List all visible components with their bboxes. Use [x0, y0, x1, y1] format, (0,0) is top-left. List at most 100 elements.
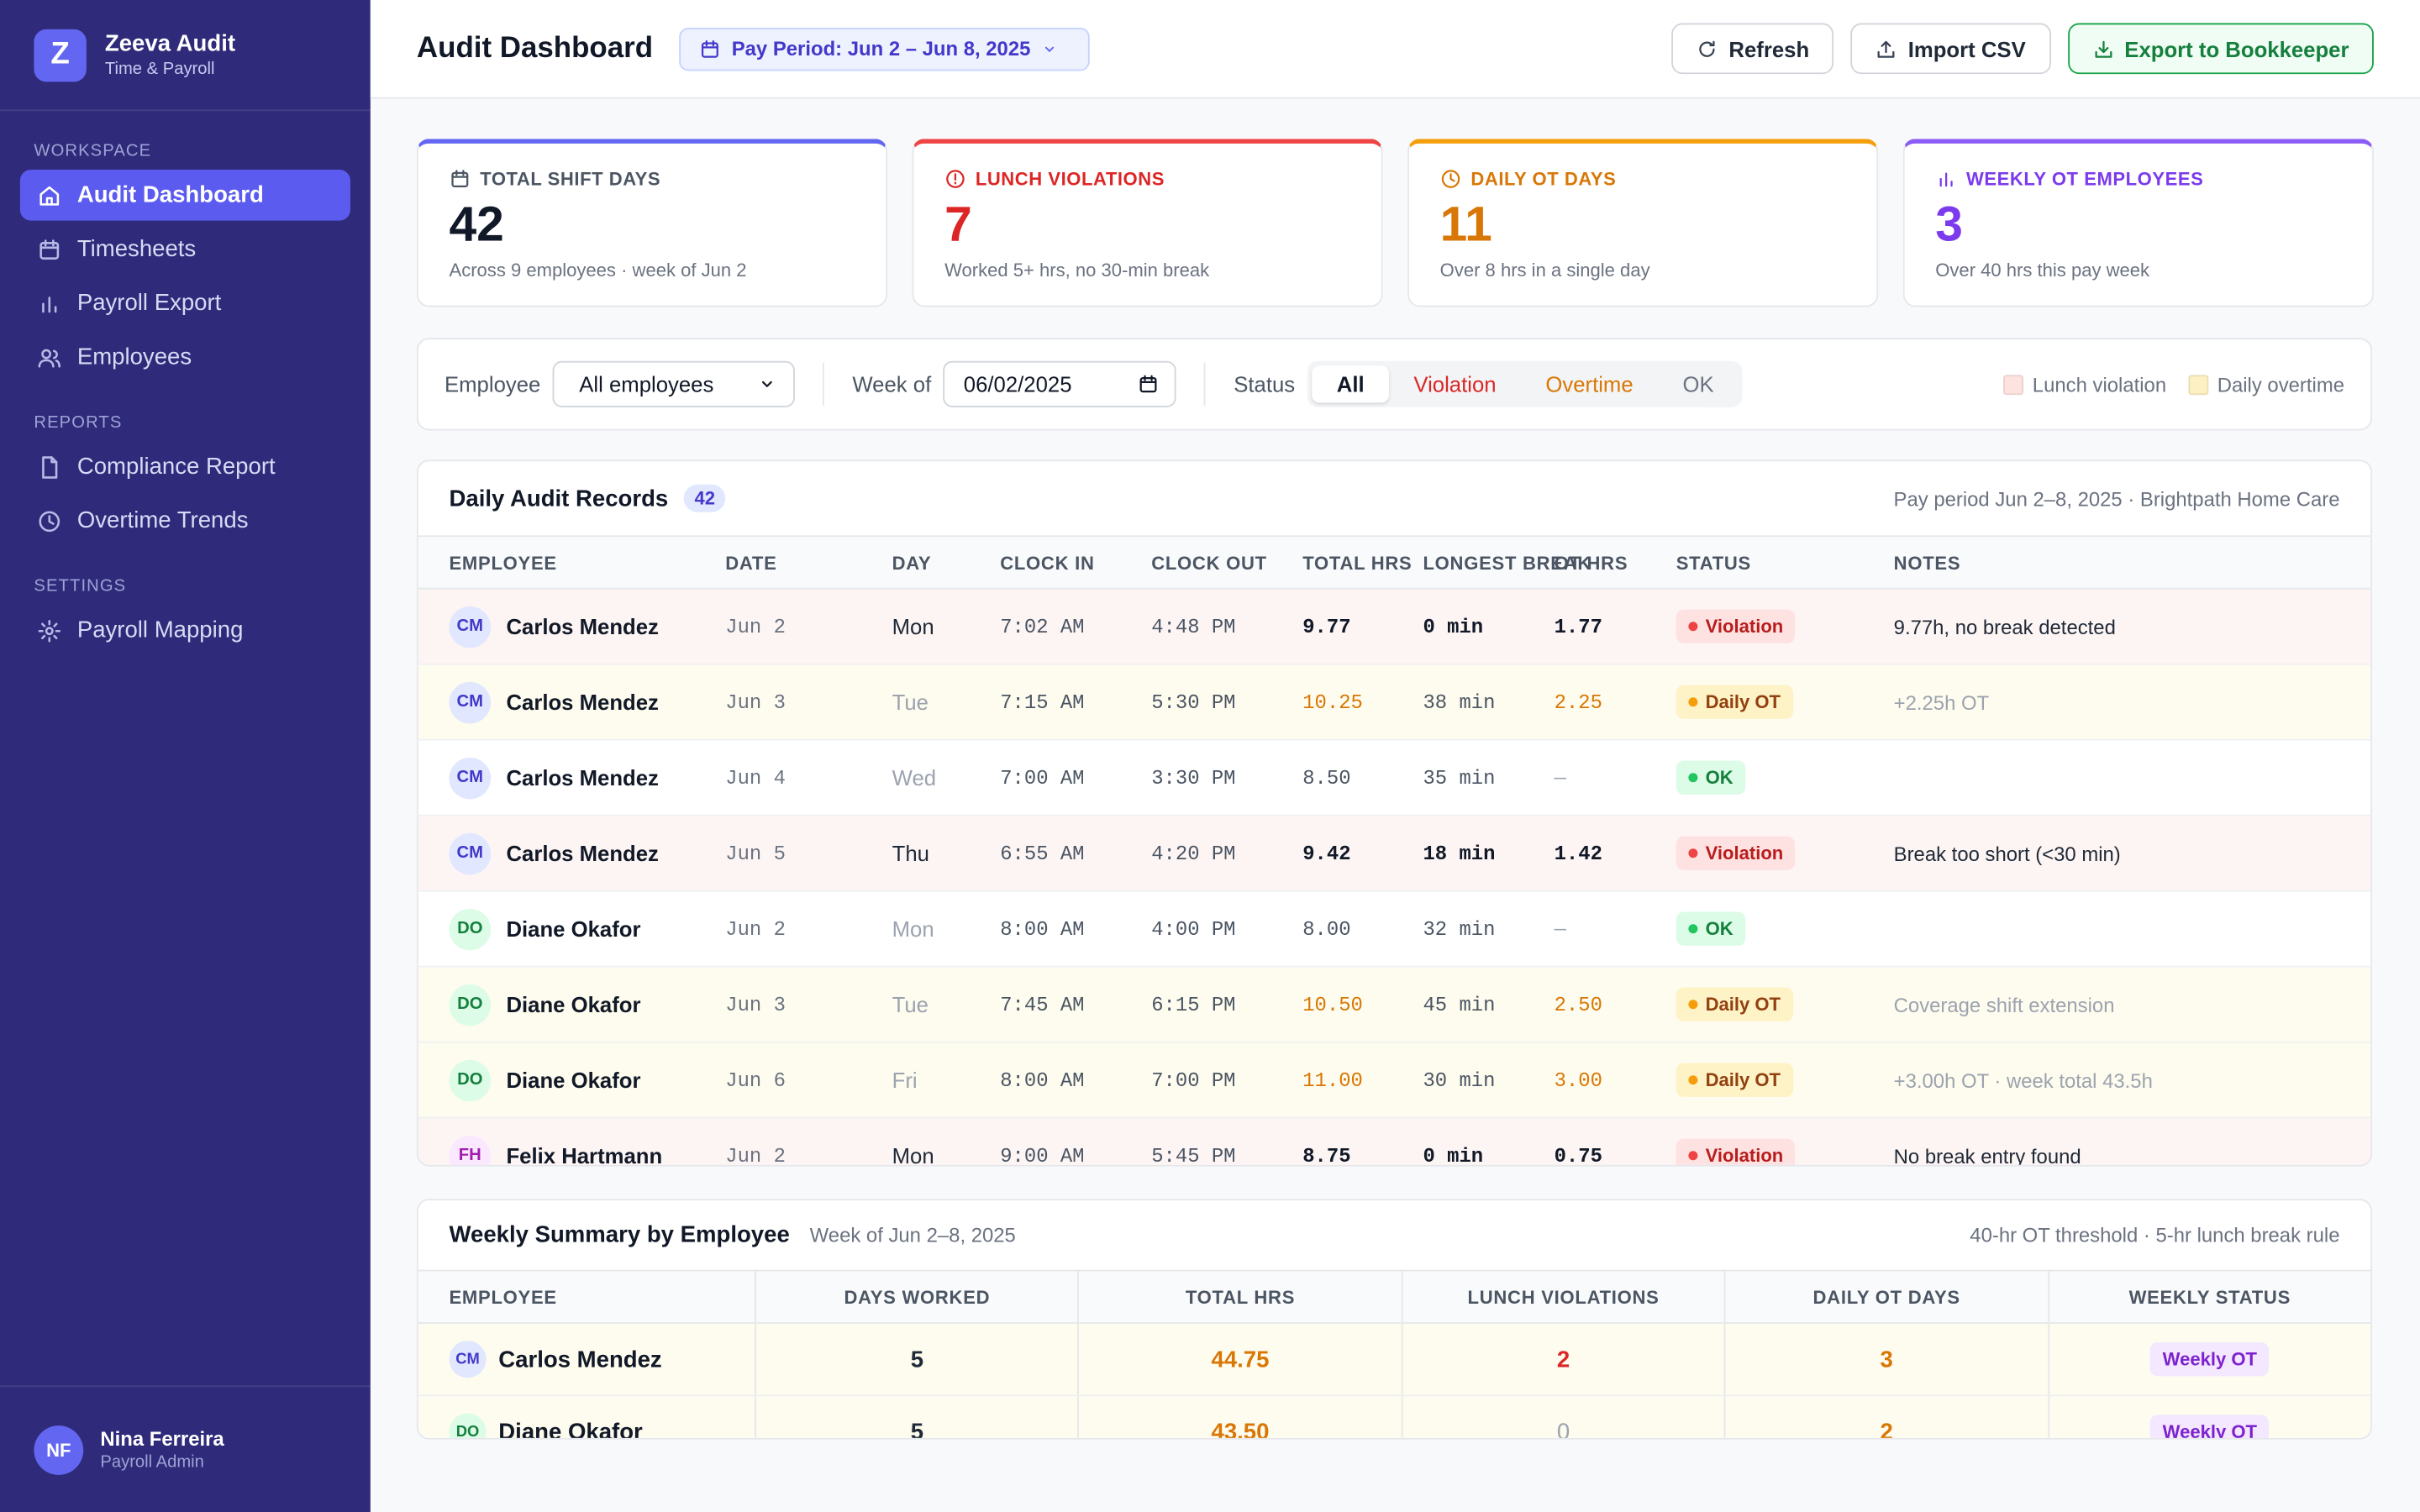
- nav-item[interactable]: Timesheets: [20, 223, 350, 275]
- nav-item[interactable]: Overtime Trends: [20, 496, 350, 547]
- employee-name: Carlos Mendez: [498, 1346, 662, 1373]
- summary-card: Weekly Summary by Employee Week of Jun 2–…: [416, 1199, 2373, 1440]
- column-header: CLOCK IN: [1000, 551, 1095, 574]
- divider: [823, 362, 825, 407]
- day: Fri: [892, 1068, 918, 1093]
- days-worked: 5: [755, 1323, 1078, 1395]
- segment[interactable]: All: [1312, 365, 1390, 403]
- employee-cell: DO Diane Okafor: [449, 907, 725, 950]
- clock-in: 8:00 AM: [1000, 1068, 1085, 1092]
- record-row[interactable]: DO Diane Okafor Jun 3 Tue 7:45 AM 6:15 PM 10.5…: [418, 967, 2371, 1043]
- status-dot: [1688, 924, 1698, 934]
- segment[interactable]: Violation: [1413, 371, 1497, 397]
- employee-name: Carlos Mendez: [506, 614, 659, 639]
- status-pill: Daily OT: [1676, 685, 1793, 719]
- date: Jun 5: [725, 841, 786, 865]
- nav-section-title: REPORTS: [34, 413, 123, 433]
- weekly-status: Weekly OT: [2047, 1396, 2371, 1438]
- record-row[interactable]: CM Carlos Mendez Jun 3 Tue 7:15 AM 5:30 PM 10.…: [418, 664, 2371, 741]
- segment[interactable]: OK: [1682, 371, 1714, 397]
- period-picker[interactable]: Pay Period: Jun 2 – Jun 8, 2025: [679, 27, 1090, 71]
- stat-value: 42: [449, 196, 504, 252]
- ot-hours: —: [1554, 916, 1566, 941]
- stat-label: LUNCH VIOLATIONS: [944, 168, 1350, 190]
- clock-in: 8:00 AM: [1000, 916, 1085, 941]
- nav-item[interactable]: Payroll Mapping: [20, 605, 350, 656]
- nav-item[interactable]: Compliance Report: [20, 441, 350, 492]
- action-button[interactable]: Import CSV: [1850, 23, 2051, 75]
- user-avatar: NF: [34, 1425, 84, 1475]
- status-cell: OK: [1676, 760, 1894, 795]
- status-pill: Violation: [1676, 1138, 1796, 1167]
- user[interactable]: NF Nina Ferreira Payroll Admin: [0, 1385, 371, 1512]
- column-header: DAY: [892, 551, 932, 574]
- segment[interactable]: Overtime: [1545, 371, 1634, 397]
- legend-label: Lunch violation: [2032, 372, 2167, 396]
- status-cell: Daily OT: [1676, 685, 1894, 719]
- legend-item: Daily overtime: [2187, 372, 2345, 396]
- record-row[interactable]: DO Diane Okafor Jun 2 Mon 8:00 AM 4:00 PM 8.00…: [418, 891, 2371, 968]
- clock-in: 9:00 AM: [1000, 1143, 1085, 1167]
- total-hours: 8.50: [1302, 765, 1351, 790]
- status-cell: Violation: [1676, 836, 1894, 870]
- action-button[interactable]: Export to Bookkeeper: [2067, 23, 2374, 75]
- icon: [946, 170, 965, 188]
- icon: [38, 619, 61, 642]
- record-row[interactable]: CM Carlos Mendez Jun 4 Wed 7:00 AM 3:30 PM 8.5…: [418, 740, 2371, 816]
- clock-out: 5:30 PM: [1151, 690, 1236, 714]
- summary-row[interactable]: CM Carlos Mendez 5 44.75 2 3 Weekly OT: [418, 1323, 2371, 1397]
- clock-out: 3:30 PM: [1151, 765, 1236, 790]
- nav-item[interactable]: Payroll Export: [20, 278, 350, 329]
- daily-ot-days: 3: [1723, 1323, 2048, 1395]
- icon: [702, 39, 718, 57]
- icon: [1878, 39, 1895, 57]
- action-button[interactable]: Refresh: [1671, 23, 1834, 75]
- status-pill: OK: [1676, 760, 1746, 795]
- stat-label-text: LUNCH VIOLATIONS: [975, 168, 1165, 190]
- record-row[interactable]: CM Carlos Mendez Jun 5 Thu 6:55 AM 4:20 PM 9.4…: [418, 816, 2371, 892]
- stat-label-text: DAILY OT DAYS: [1470, 168, 1617, 190]
- nav-section-title: SETTINGS: [34, 576, 127, 596]
- employee-name: Diane Okafor: [506, 992, 641, 1017]
- stat-label: TOTAL SHIFT DAYS: [449, 168, 855, 190]
- avatar: CM: [449, 756, 492, 799]
- date: Jun 4: [725, 765, 786, 790]
- icon: [38, 348, 61, 367]
- legend-label: Daily overtime: [2217, 372, 2345, 396]
- icon: [2094, 39, 2112, 57]
- status-dot: [1688, 697, 1698, 707]
- employee-cell: CM Carlos Mendez: [449, 756, 725, 799]
- status-pill: Weekly OT: [2149, 1341, 2270, 1377]
- clock-out: 4:48 PM: [1151, 614, 1236, 638]
- column-header: TOTAL HRS: [1302, 551, 1413, 574]
- record-row[interactable]: DO Diane Okafor Jun 6 Fri 8:00 AM 7:00 PM 11.0…: [418, 1042, 2371, 1119]
- record-row[interactable]: CM Carlos Mendez Jun 2 Mon 7:02 AM 4:48 PM 9.7…: [418, 589, 2371, 665]
- table-header: EMPLOYEE DAYS WORKED TOTAL HRS LUNCH VIOLAT…: [418, 1271, 2371, 1324]
- nav-item[interactable]: Audit Dashboard: [19, 170, 350, 221]
- notes-cell: Coverage shift extension: [1893, 992, 2115, 1016]
- nav-item[interactable]: Employees: [20, 332, 350, 383]
- summary-row[interactable]: DO Diane Okafor 5 43.50 0 2 Weekly OT: [418, 1396, 2371, 1438]
- status-label: OK: [1705, 917, 1733, 940]
- avatar: DO: [449, 1058, 492, 1101]
- icon: [39, 239, 60, 260]
- stat-card: LUNCH VIOLATIONS 7 Worked 5+ hrs, no 30-mi…: [912, 139, 1383, 307]
- status-label: Violation: [1705, 1144, 1784, 1167]
- date: Jun 2: [725, 614, 786, 638]
- filter-label: Week of: [852, 371, 932, 397]
- column-header: WEEKLY STATUS: [2047, 1271, 2371, 1323]
- icon: [1939, 172, 1953, 187]
- day: Tue: [892, 690, 929, 715]
- employee-select[interactable]: All employees: [553, 360, 796, 407]
- total-hours: 9.42: [1302, 841, 1351, 865]
- record-row[interactable]: FH Felix Hartmann Jun 2 Mon 9:00 AM 5:45 PM 8.…: [418, 1118, 2371, 1167]
- clock-out: 6:15 PM: [1151, 992, 1236, 1016]
- avatar: DO: [449, 907, 492, 950]
- nav-label: Payroll Mapping: [76, 617, 244, 643]
- week-input[interactable]: 06/02/2025: [943, 360, 1177, 407]
- total-hours: 10.25: [1302, 690, 1363, 714]
- status-pill: OK: [1676, 911, 1746, 946]
- employee-cell: FH Felix Hartmann: [449, 1134, 725, 1165]
- card-meta: 40-hr OT threshold · 5-hr lunch break ru…: [1970, 1223, 2340, 1247]
